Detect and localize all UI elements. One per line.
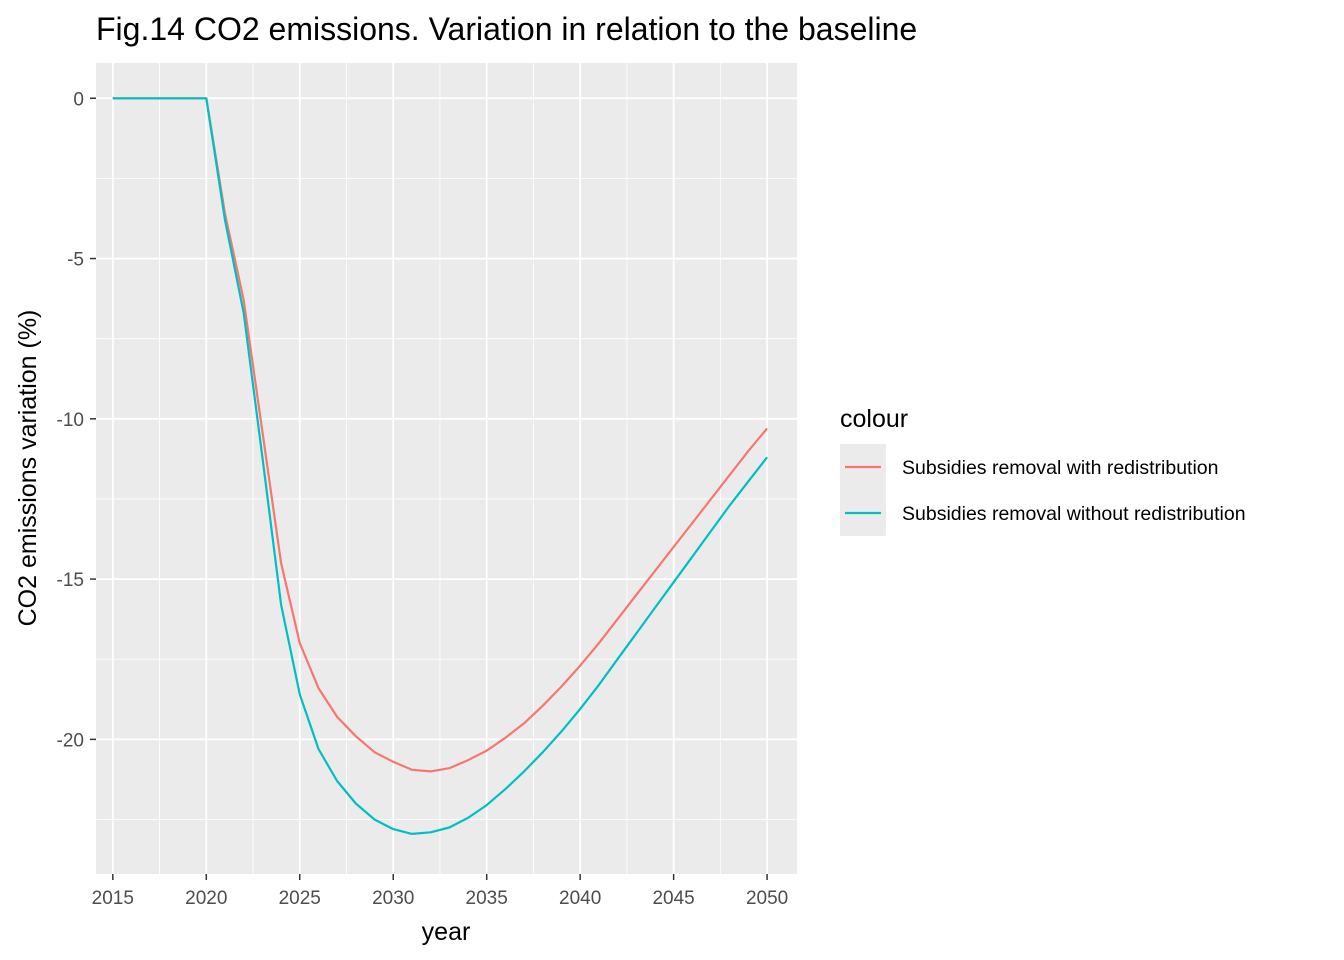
x-tick-label: 2035 xyxy=(466,888,508,909)
x-tick-label: 2015 xyxy=(92,888,134,909)
series-lines xyxy=(112,97,768,836)
x-tick-label: 2025 xyxy=(279,888,321,909)
x-tick-label: 2045 xyxy=(652,888,694,909)
y-tick-label: -15 xyxy=(57,570,84,591)
y-axis-title: CO2 emissions variation (%) xyxy=(14,310,42,627)
y-tick-label: -10 xyxy=(57,410,84,431)
legend: colour Subsidies removal with redistribu… xyxy=(840,405,1246,536)
plot-panel xyxy=(96,63,797,874)
x-tick-label: 2020 xyxy=(185,888,227,909)
x-axis-title: year xyxy=(422,918,471,946)
series-line xyxy=(112,97,768,836)
legend-title: colour xyxy=(840,405,908,433)
x-tick-label: 2030 xyxy=(372,888,414,909)
major-gridlines xyxy=(96,63,797,874)
y-tick-label: 0 xyxy=(73,89,84,110)
legend-label: Subsidies removal without redistribution xyxy=(902,503,1246,525)
y-axis: 0 -5 -10 -15 -20 xyxy=(57,89,96,751)
x-tick-label: 2050 xyxy=(746,888,788,909)
y-tick-label: -20 xyxy=(57,730,84,751)
legend-items: Subsidies removal with redistribution Sub… xyxy=(840,444,1246,536)
y-tick-label: -5 xyxy=(67,250,84,271)
chart-title: Fig.14 CO2 emissions. Variation in relat… xyxy=(96,11,917,47)
legend-label: Subsidies removal with redistribution xyxy=(902,457,1218,479)
x-axis: 2015 2020 2025 2030 2035 2040 2045 2050 xyxy=(92,874,788,909)
x-tick-label: 2040 xyxy=(559,888,601,909)
minor-gridlines xyxy=(96,63,797,874)
